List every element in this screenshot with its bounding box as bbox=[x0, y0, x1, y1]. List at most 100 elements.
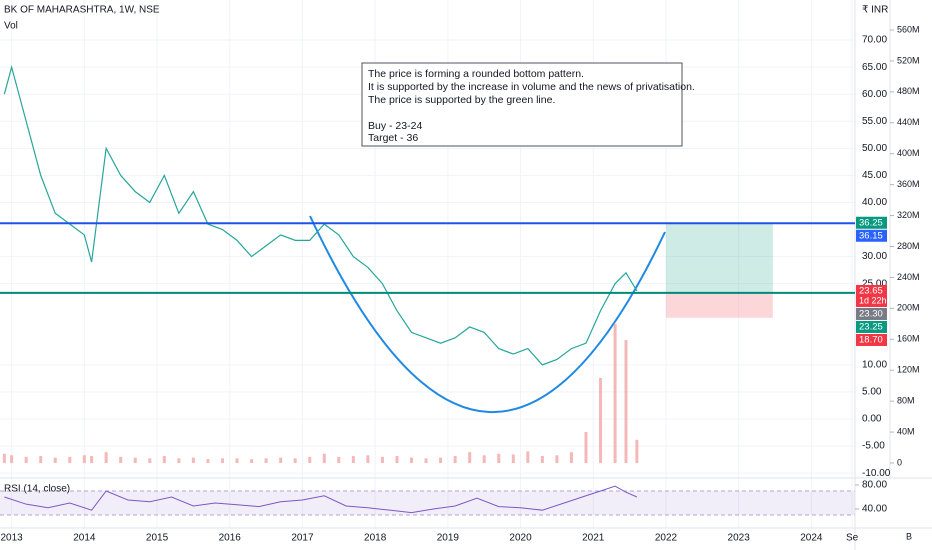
volume-bar bbox=[584, 432, 588, 463]
y2-tick-label: 320M bbox=[897, 210, 920, 220]
annotation-text: The price is forming a rounded bottom pa… bbox=[368, 68, 584, 80]
rsi-band bbox=[0, 490, 855, 515]
volume-bar bbox=[308, 456, 312, 463]
volume-bar bbox=[555, 455, 559, 463]
price-tag bbox=[856, 307, 887, 320]
price-tag-label: 23.25 bbox=[859, 321, 883, 332]
volume-bar bbox=[293, 458, 297, 463]
volume-bar bbox=[439, 457, 443, 463]
x-tick-label: 2017 bbox=[291, 533, 314, 544]
y2-tick-label: 200M bbox=[897, 303, 920, 313]
y-tick-label: 30.00 bbox=[862, 251, 887, 262]
y-tick-label: 10.00 bbox=[862, 360, 887, 371]
volume-bar bbox=[162, 456, 166, 463]
rounded-bottom-curve bbox=[309, 215, 666, 413]
rsi-label: RSI (14, close) bbox=[4, 484, 70, 495]
annotation-text: It is supported by the increase in volum… bbox=[368, 81, 695, 93]
volume-bar bbox=[53, 457, 57, 463]
y-tick-label: 65.00 bbox=[862, 62, 887, 73]
volume-bar bbox=[148, 458, 152, 463]
x-tick-label: 2022 bbox=[655, 533, 678, 544]
price-tag bbox=[856, 320, 887, 333]
volume-bar bbox=[424, 458, 428, 463]
x-tick-label: 2013 bbox=[1, 533, 24, 544]
x-tick-label: 2015 bbox=[146, 533, 169, 544]
y-tick-label: 25.00 bbox=[862, 278, 887, 289]
volume-bar bbox=[68, 456, 72, 463]
annotation-text: Buy - 23-24 bbox=[368, 120, 422, 132]
x-tick-label: 2020 bbox=[509, 533, 532, 544]
volume-bar bbox=[191, 457, 195, 463]
stop-zone bbox=[665, 292, 773, 318]
price-tag-label: 23.30 bbox=[859, 308, 883, 319]
volume-bar bbox=[24, 456, 28, 463]
x-tick-label: 2021 bbox=[582, 533, 605, 544]
price-line bbox=[3, 64, 638, 366]
y-tick-label: 55.00 bbox=[862, 116, 887, 127]
y2-tick-label: 280M bbox=[897, 241, 920, 251]
volume-bar bbox=[10, 455, 14, 463]
volume-bar bbox=[235, 458, 239, 463]
volume-bar bbox=[497, 453, 501, 463]
annotation-box bbox=[361, 62, 683, 147]
y-tick-label: 40.00 bbox=[862, 197, 887, 208]
price-tag-label: 18.70 bbox=[859, 334, 883, 345]
volume-bar bbox=[104, 452, 108, 463]
y-tick-label: -10.00 bbox=[862, 468, 891, 479]
volume-bar bbox=[624, 340, 628, 463]
x-tick-label: 2019 bbox=[437, 533, 460, 544]
settings-letter: B bbox=[906, 531, 912, 541]
x-tick-label: 2014 bbox=[73, 533, 96, 544]
volume-bar bbox=[453, 456, 457, 463]
price-tag bbox=[856, 216, 887, 229]
volume-bar bbox=[482, 455, 486, 463]
y2-tick-label: 360M bbox=[897, 179, 920, 189]
y2-tick-label: 480M bbox=[897, 86, 920, 96]
volume-bar bbox=[220, 458, 224, 463]
y-tick-label: 0.00 bbox=[862, 414, 882, 425]
price-tag-countdown: 1d 22h bbox=[859, 295, 887, 305]
volume-bar bbox=[351, 456, 355, 463]
volume-bar bbox=[250, 459, 254, 463]
y2-tick-label: 120M bbox=[897, 365, 920, 375]
rsi-tick-label: 40.00 bbox=[862, 504, 887, 515]
volume-bar bbox=[206, 459, 210, 463]
y-tick-label: 5.00 bbox=[862, 387, 882, 398]
volume-bar bbox=[119, 456, 123, 463]
y2-tick-label: 400M bbox=[897, 148, 920, 158]
volume-bar bbox=[133, 457, 137, 463]
volume-bar bbox=[526, 451, 530, 463]
volume-bar bbox=[39, 456, 43, 463]
y2-tick-label: 0 bbox=[897, 457, 902, 467]
price-tag-label: 36.25 bbox=[859, 217, 883, 228]
currency-label: ₹ INR bbox=[862, 5, 888, 16]
volume-bar bbox=[279, 457, 283, 463]
volume-bar bbox=[337, 456, 341, 463]
y2-tick-label: 440M bbox=[897, 117, 920, 127]
rsi-tick-label: 80.00 bbox=[862, 480, 887, 491]
x-tick-label: 2018 bbox=[364, 533, 387, 544]
y-tick-label: -5.00 bbox=[862, 441, 885, 452]
y2-tick-label: 520M bbox=[897, 55, 920, 65]
volume-bar bbox=[264, 458, 268, 463]
volume-bar bbox=[540, 456, 544, 463]
target-zone bbox=[665, 222, 773, 293]
x-tick-label: Se bbox=[846, 533, 859, 544]
price-tag bbox=[856, 333, 887, 346]
volume-bar bbox=[569, 452, 573, 463]
volume-bar bbox=[613, 323, 617, 463]
volume-label: Vol bbox=[4, 21, 18, 32]
y2-tick-label: 240M bbox=[897, 272, 920, 282]
volume-bar bbox=[90, 456, 94, 463]
y2-tick-label: 160M bbox=[897, 334, 920, 344]
volume-bar bbox=[635, 439, 639, 463]
y2-tick-label: 40M bbox=[897, 426, 915, 436]
price-tag-label: 36.15 bbox=[859, 230, 883, 241]
y-tick-label: 50.00 bbox=[862, 143, 887, 154]
y2-tick-label: 80M bbox=[897, 396, 915, 406]
symbol-title: BK OF MAHARASHTRA, 1W, NSE bbox=[4, 5, 160, 16]
volume-bar bbox=[410, 457, 414, 463]
volume-bar bbox=[82, 455, 86, 463]
rsi-line bbox=[4, 485, 638, 514]
